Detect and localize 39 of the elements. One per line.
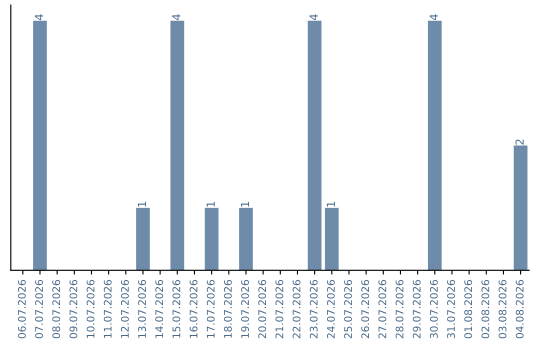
x-tick-label: 30.07.2026 [430,280,438,338]
x-tick-label: 22.07.2026 [292,280,300,338]
x-tick-label: 01.08.2026 [464,280,472,338]
x-tick-label: 14.07.2026 [155,280,164,338]
x-tick-label: 21.07.2026 [275,280,284,338]
x-tick-label: 27.07.2026 [378,280,386,338]
x-tick-label: 25.07.2026 [344,280,352,338]
data-label: 1 [326,202,335,207]
data-label: 2 [515,140,524,145]
x-tick-label: 29.07.2026 [412,280,421,338]
x-tick-label: 06.07.2026 [18,280,26,338]
x-tick-label: 13.07.2026 [138,280,146,338]
x-tick-label: 20.07.2026 [258,280,266,338]
x-tick-label: 04.08.2026 [516,280,524,338]
x-tick-label: 12.07.2026 [120,280,129,338]
data-label: 4 [34,14,44,20]
x-tick-label: 16.07.2026 [190,280,198,338]
x-tick-label: 08.07.2026 [52,280,60,338]
x-tick-label: 26.07.2026 [361,280,370,338]
data-label: 4 [172,14,180,20]
x-tick-label: 23.07.2026 [310,280,318,338]
data-label: 1 [240,202,250,207]
x-tick-label: 15.07.2026 [172,280,180,338]
x-tick-label: 31.07.2026 [447,280,455,338]
data-label: 4 [430,14,438,20]
x-tick-label: 07.07.2026 [35,280,44,338]
x-tick-label: 18.07.2026 [224,280,232,338]
x-tick-label: 24.07.2026 [326,280,335,338]
data-label: 4 [310,14,318,20]
data-label: 1 [206,202,215,207]
x-tick-label: 09.07.2026 [69,280,78,338]
x-tick-label: 28.07.2026 [396,280,404,338]
x-tick-label: 11.07.2026 [104,280,112,338]
x-tick-label: 02.08.2026 [481,280,490,338]
x-tick-label: 17.07.2026 [206,280,215,338]
data-label: 1 [138,202,146,207]
x-tick-label: 19.07.2026 [241,280,249,338]
x-tick-label: 10.07.2026 [86,280,94,338]
x-tick-label: 03.08.2026 [498,280,506,338]
